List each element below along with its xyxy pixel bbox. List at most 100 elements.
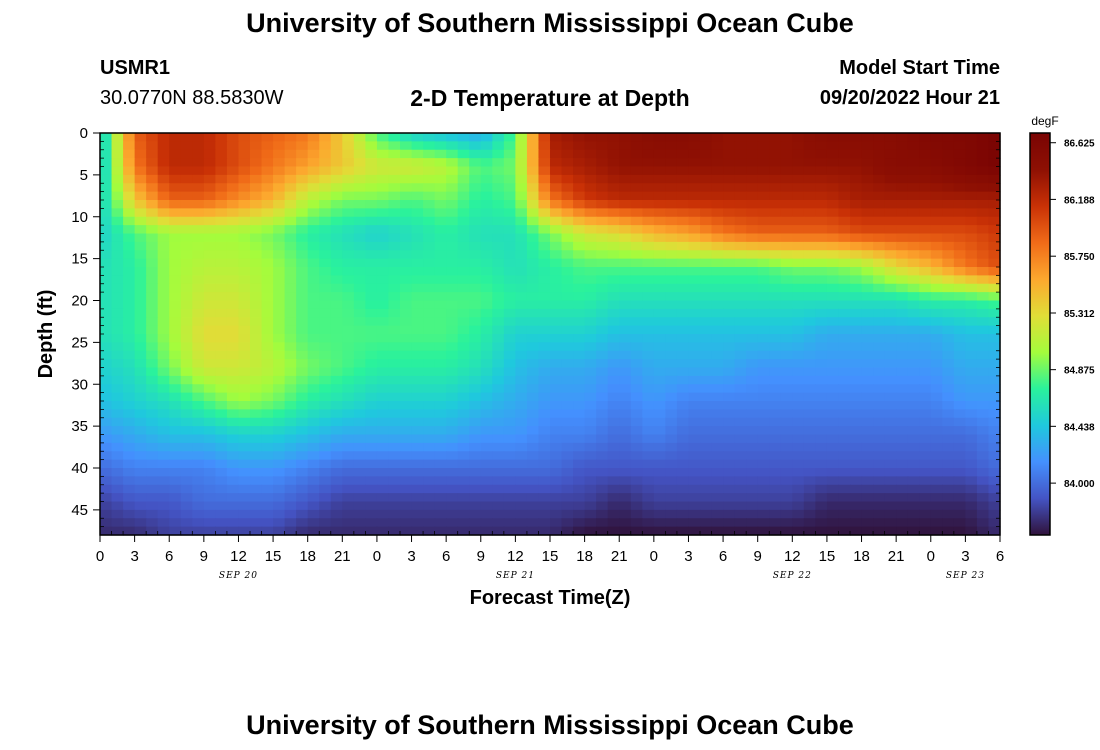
heatmap-cell <box>469 191 482 201</box>
heatmap-cell <box>884 283 897 293</box>
heatmap-cell <box>988 518 1001 528</box>
heatmap-cell <box>111 200 124 209</box>
heatmap-cell <box>365 342 378 352</box>
heatmap-cell <box>503 509 516 519</box>
heatmap-cell <box>769 200 782 209</box>
heatmap-cell <box>861 434 874 444</box>
heatmap-cell <box>365 233 378 243</box>
heatmap-cell <box>123 509 136 519</box>
heatmap-cell <box>838 367 851 377</box>
heatmap-cell <box>665 476 678 486</box>
heatmap-cell <box>642 509 655 519</box>
heatmap-cell <box>596 200 609 209</box>
heatmap-cell <box>423 526 436 536</box>
heatmap-cell <box>538 225 551 235</box>
heatmap-cell <box>365 191 378 201</box>
heatmap-cell <box>550 258 563 268</box>
heatmap-cell <box>319 141 332 151</box>
heatmap-cell <box>365 158 378 168</box>
heatmap-cell <box>134 384 147 394</box>
heatmap-cell <box>250 367 263 377</box>
heatmap-cell <box>550 484 563 494</box>
heatmap-cell <box>930 342 943 352</box>
heatmap-cell <box>573 183 586 193</box>
heatmap-cell <box>550 292 563 302</box>
heatmap-cell <box>769 526 782 536</box>
heatmap-cell <box>342 484 355 494</box>
heatmap-cell <box>538 158 551 168</box>
heatmap-cell <box>723 225 736 235</box>
heatmap-cell <box>642 225 655 235</box>
heatmap-cell <box>653 141 666 151</box>
heatmap-cell <box>896 133 909 142</box>
heatmap-cell <box>457 275 470 285</box>
heatmap-cell <box>365 384 378 394</box>
heatmap-cell <box>769 409 782 419</box>
heatmap-cell <box>711 401 724 410</box>
heatmap-cell <box>930 401 943 410</box>
heatmap-cell <box>146 426 159 436</box>
heatmap-cell <box>192 166 205 176</box>
heatmap-cell <box>700 367 713 377</box>
heatmap-cell <box>446 216 459 226</box>
y-tick-label: 0 <box>80 125 88 142</box>
heatmap-cell <box>111 501 124 511</box>
heatmap-cell <box>942 501 955 511</box>
heatmap-cell <box>111 308 124 318</box>
heatmap-cell <box>838 359 851 369</box>
heatmap-cell <box>330 442 343 452</box>
heatmap-cell <box>215 384 228 394</box>
heatmap-cell <box>169 409 182 419</box>
heatmap-cell <box>457 342 470 352</box>
heatmap-cell <box>146 292 159 302</box>
heatmap-cell <box>192 200 205 209</box>
heatmap-cell <box>192 367 205 377</box>
heatmap-cell <box>400 476 413 486</box>
heatmap-cell <box>757 292 770 302</box>
heatmap-cell <box>284 191 297 201</box>
heatmap-cell <box>400 426 413 436</box>
heatmap-cell <box>423 367 436 377</box>
heatmap-cell <box>711 250 724 260</box>
heatmap-cell <box>526 308 540 318</box>
heatmap-cell <box>873 442 886 452</box>
heatmap-cell <box>342 426 355 436</box>
heatmap-cell <box>123 417 136 427</box>
heatmap-cell <box>734 518 747 528</box>
heatmap-cell <box>826 183 840 193</box>
heatmap-cell <box>284 325 297 335</box>
heatmap-cell <box>873 216 886 226</box>
heatmap-cell <box>734 267 747 276</box>
heatmap-cell <box>526 359 540 369</box>
heatmap-cell <box>746 392 759 402</box>
heatmap-cell <box>388 375 401 385</box>
heatmap-cell <box>169 384 182 394</box>
heatmap-cell <box>942 225 955 235</box>
heatmap-cell <box>780 141 793 151</box>
heatmap-cell <box>157 225 170 235</box>
heatmap-cell <box>503 174 516 184</box>
heatmap-cell <box>873 501 886 511</box>
heatmap-cell <box>307 241 320 251</box>
heatmap-cell <box>250 451 263 461</box>
heatmap-cell <box>492 300 505 310</box>
heatmap-cell <box>734 300 747 310</box>
heatmap-cell <box>550 158 563 168</box>
y-tick-label: 40 <box>71 460 88 477</box>
heatmap-cell <box>157 241 170 251</box>
heatmap-cell <box>273 434 286 444</box>
heatmap-cell <box>284 308 297 318</box>
heatmap-cell <box>400 233 413 243</box>
heatmap-cell <box>700 417 713 427</box>
heatmap-cell <box>976 426 990 436</box>
heatmap-cell <box>376 317 390 327</box>
heatmap-cell <box>826 308 840 318</box>
heatmap-cell <box>596 334 609 343</box>
heatmap-cell <box>526 392 540 402</box>
heatmap-cell <box>296 493 309 503</box>
heatmap-cell <box>169 158 182 168</box>
heatmap-cell <box>250 141 263 151</box>
heatmap-cell <box>250 493 263 503</box>
heatmap-cell <box>134 166 147 176</box>
heatmap-cell <box>273 476 286 486</box>
